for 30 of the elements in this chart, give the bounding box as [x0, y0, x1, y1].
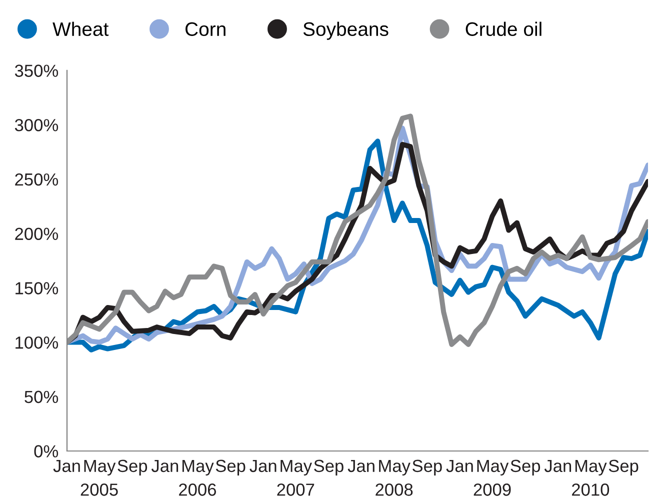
y-tick-label: 0% [34, 445, 58, 458]
x-tick-label: May 2007 [277, 460, 314, 496]
x-tick-label: Jan [348, 460, 374, 472]
y-tick-label: 350% [14, 64, 58, 77]
x-tick-label: Sep [118, 460, 148, 476]
x-tick-label: Sep [510, 460, 540, 476]
x-tick-label: Sep [608, 460, 638, 476]
x-tick-label: May 2010 [572, 460, 610, 496]
y-tick-label: 200% [15, 228, 58, 240]
x-tick-label: May 2009 [474, 460, 511, 496]
y-tick-label: 300% [14, 119, 58, 132]
x-tick-label: Jan [446, 460, 473, 472]
y-tick-label: 50% [24, 390, 58, 404]
y-tick-label: 250% [15, 173, 58, 186]
legend-label: Corn [186, 22, 226, 36]
x-tick-label: Jan [151, 460, 178, 472]
x-tick-label: Jan [250, 460, 276, 472]
x-tick-label: Jan [53, 460, 80, 472]
x-tick-label: May 2005 [80, 460, 118, 496]
x-tick-label: Sep [314, 460, 344, 476]
y-tick-label: 100% [16, 336, 58, 349]
x-tick-label: Sep [412, 460, 442, 476]
x-tick-label: May 2006 [179, 460, 216, 496]
legend-label: Soybeans [303, 22, 388, 40]
legend-label: Wheat [52, 22, 109, 36]
x-tick-label: May 2008 [376, 460, 413, 496]
x-tick-label: Jan [544, 460, 572, 472]
y-tick-label: 150% [16, 282, 58, 294]
x-tick-label: Sep [216, 460, 246, 476]
legend-label: Crude oil [466, 22, 542, 36]
